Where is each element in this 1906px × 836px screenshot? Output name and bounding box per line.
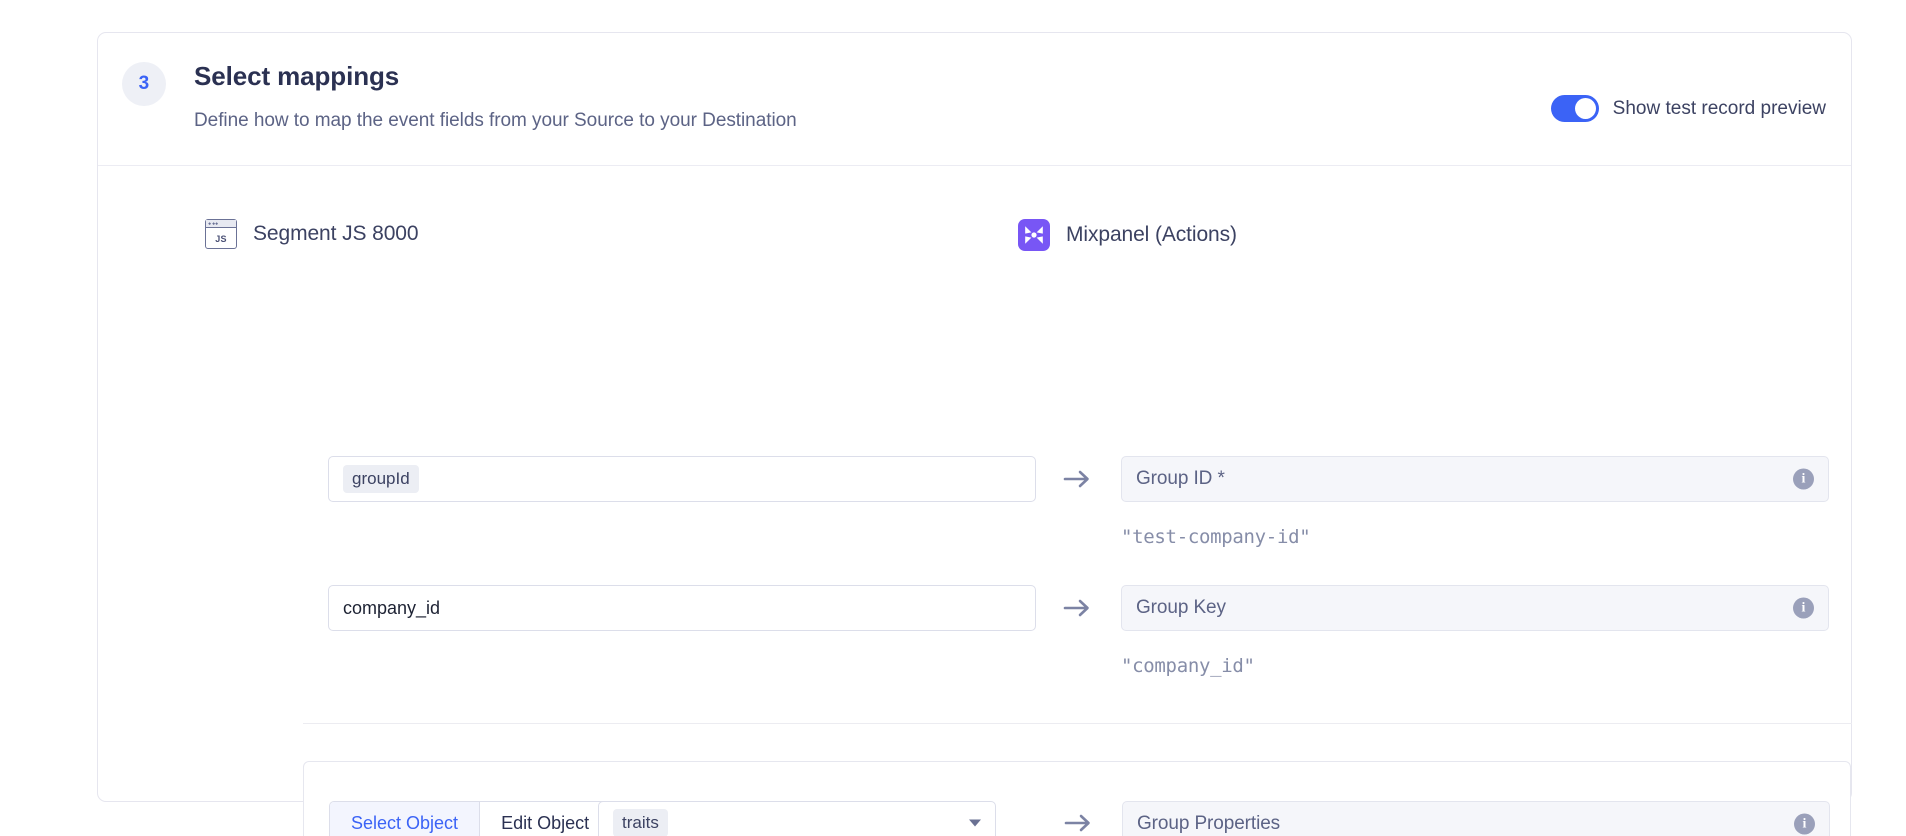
source-column-header: JS Segment JS 8000 (205, 219, 419, 249)
tab-select-object[interactable]: Select Object (330, 802, 480, 836)
dropdown-selected-value: traits (613, 809, 668, 836)
destination-column-header: Mixpanel (Actions) (1018, 219, 1237, 251)
arrow-right-icon (1062, 810, 1096, 836)
card-body: JS Segment JS 8000 Mixpanel (Actions) (98, 166, 1852, 836)
select-mappings-card: 3 Select mappings Define how to map the … (97, 32, 1852, 836)
test-record-preview-value: "company_id" (1121, 655, 1255, 677)
show-test-record-preview-label: Show test record preview (1612, 97, 1826, 119)
js-source-icon: JS (205, 219, 237, 249)
step-number-badge: 3 (122, 62, 166, 106)
object-mode-tabs[interactable]: Select Object Edit Object (329, 801, 612, 836)
destination-field-group-key[interactable]: Group Key i (1121, 585, 1829, 631)
object-mapping-panel: Select Object Edit Object traits Group P… (303, 761, 1851, 836)
destination-field-group-properties[interactable]: Group Properties i (1122, 801, 1830, 836)
info-icon[interactable]: i (1793, 468, 1814, 490)
destination-name: Mixpanel (Actions) (1066, 223, 1237, 246)
chevron-down-icon[interactable] (969, 819, 981, 827)
info-icon[interactable]: i (1793, 597, 1814, 619)
source-field-input-company-id[interactable]: company_id (328, 585, 1036, 631)
source-value-chip: groupId (343, 465, 419, 493)
info-icon[interactable]: i (1794, 813, 1815, 835)
arrow-right-icon (1061, 466, 1095, 492)
source-field-input-groupid[interactable]: groupId (328, 456, 1036, 502)
source-name: Segment JS 8000 (253, 222, 419, 245)
js-icon-label: JS (215, 234, 227, 244)
tab-edit-object[interactable]: Edit Object (479, 802, 611, 836)
mixpanel-icon (1018, 219, 1050, 251)
object-select-dropdown[interactable]: traits (598, 801, 996, 836)
destination-field-group-id[interactable]: Group ID * i (1121, 456, 1829, 502)
destination-field-label: Group ID * (1136, 468, 1225, 489)
window-dots (208, 221, 218, 225)
destination-field-label: Group Key (1136, 597, 1226, 618)
page-subtitle: Define how to map the event fields from … (194, 110, 797, 131)
card-header: 3 Select mappings Define how to map the … (98, 33, 1851, 166)
section-divider (303, 723, 1852, 724)
mapping-row: groupId Group ID * i (98, 456, 1851, 502)
source-value-text: company_id (343, 597, 441, 618)
show-test-record-preview-control[interactable]: Show test record preview (1550, 95, 1826, 122)
arrow-right-icon (1061, 595, 1095, 621)
show-test-record-preview-toggle[interactable] (1550, 95, 1599, 122)
destination-field-label: Group Properties (1137, 813, 1281, 834)
page-title: Select mappings (194, 61, 400, 91)
test-record-preview-value: "test-company-id" (1121, 526, 1311, 548)
toggle-knob (1574, 98, 1596, 119)
mapping-row: company_id Group Key i (98, 585, 1851, 631)
